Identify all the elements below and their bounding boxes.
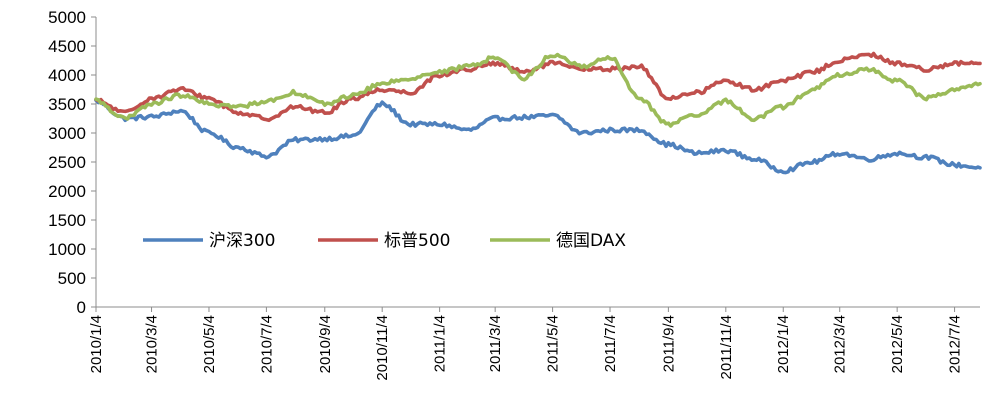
x-tick-label: 2012/3/4 [832,315,849,373]
y-tick-label: 3000 [48,124,86,143]
series-line [94,51,982,123]
y-tick-label: 1500 [48,211,86,230]
y-tick-label: 1000 [48,240,86,259]
series-line [94,98,982,175]
legend-label: 沪深300 [209,231,275,251]
y-tick-label: 2500 [48,153,86,172]
x-axis: 2010/1/4 2010/3/4 2010/5/4 2010/7/4 2010/9/4… [88,306,980,381]
legend-label: 标普500 [384,231,450,251]
x-tick-label: 2011/5/4 [545,315,562,372]
y-tick-label: 5000 [48,8,86,27]
x-tick-label: 2011/11/4 [718,315,735,380]
y-tick-label: 4500 [48,37,86,56]
legend-item: 标普500 [318,231,450,251]
series-line [94,52,982,128]
legend-item: 沪深300 [143,231,275,251]
y-tick-label: 500 [58,269,86,288]
x-tick-label: 2010/9/4 [317,315,334,373]
x-tick-label: 2011/9/4 [660,315,677,372]
y-axis: 0 500 1000 1500 2000 2500 3000 3500 4000 4500 5000 [48,8,97,317]
x-tick-label: 2012/7/4 [947,315,964,373]
y-tick-label: 4000 [48,66,86,85]
x-tick-label: 2011/7/4 [602,315,619,372]
legend-label: 德国DAX [556,231,626,251]
x-tick-label: 2011/3/4 [487,315,504,372]
x-tick-label: 2010/11/4 [374,315,391,381]
legend: 沪深300 标普500 德国DAX [143,231,626,251]
x-tick-label: 2011/1/4 [432,315,449,372]
x-tick-label: 2010/7/4 [258,315,275,373]
legend-item: 德国DAX [490,231,626,251]
y-tick-label: 0 [77,298,86,317]
x-tick-label: 2010/1/4 [88,315,105,373]
x-tick-label: 2012/5/4 [889,315,906,373]
x-tick-label: 2012/1/4 [775,315,792,373]
x-tick-label: 2010/5/4 [201,315,218,373]
x-tick-label: 2010/3/4 [144,315,161,373]
y-tick-label: 2000 [48,182,86,201]
y-tick-label: 3500 [48,95,86,114]
series-lines [94,51,982,175]
